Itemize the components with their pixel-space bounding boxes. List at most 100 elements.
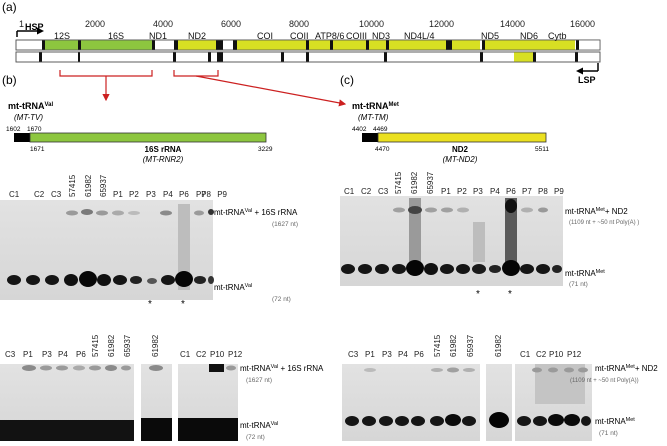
lane-label: 57415 — [394, 171, 403, 194]
lane-labels-b1: C1 C2 C3 57415 61982 65937 P1 P2 P3 P4 P… — [9, 174, 228, 199]
c-header: mt-tRNAMet (MT-TM) 4402 4469 4470 5511 N… — [352, 101, 549, 164]
lane-label: C2 — [196, 350, 207, 359]
lane-label: C1 — [520, 350, 531, 359]
lane-label: P3 — [473, 187, 483, 196]
lane-label: 57415 — [68, 174, 77, 197]
c-pos-4402: 4402 — [352, 126, 367, 133]
lane-label: 65937 — [123, 334, 132, 357]
b1-upper-suffix: + 16S rRNA — [252, 208, 298, 217]
lane-label: P9 — [554, 187, 564, 196]
svg-text:mt-tRNAMet: mt-tRNAMet — [352, 101, 399, 111]
c-pos-4469: 4469 — [373, 126, 388, 133]
lane-label: P10 — [210, 350, 225, 359]
light-strand — [15, 51, 601, 63]
tick-12000: 12000 — [429, 19, 454, 29]
lane-label: P3 — [382, 350, 392, 359]
genome-ticks: 1 2000 4000 6000 8000 10000 12000 14000 … — [19, 19, 595, 29]
gene-atp86: ATP8/6 — [315, 31, 344, 41]
c2-upper-sup: Met — [626, 364, 636, 370]
b-trna-label: mt-tRNA — [8, 101, 45, 111]
lane-label: P1 — [113, 190, 123, 199]
b-trna-gene: (MT-TV) — [14, 113, 43, 122]
lane-label: P7 — [522, 187, 532, 196]
c-trna-bar — [362, 133, 378, 142]
lane-label: P3 — [146, 190, 156, 199]
b-pos-1670: 1670 — [27, 126, 42, 133]
lane-label: C3 — [51, 190, 62, 199]
lane-label: P1 — [23, 350, 33, 359]
b-pos-3229: 3229 — [258, 146, 273, 153]
lane-label: 61982 — [449, 334, 458, 357]
gene-12s: 12S — [54, 31, 70, 41]
svg-text:mt-tRNAMet+ ND2: mt-tRNAMet+ ND2 — [595, 364, 658, 373]
c-nd2-bar — [377, 132, 547, 143]
gene-nd2: ND2 — [188, 31, 206, 41]
panel-label-a: (a) — [2, 0, 17, 14]
b2-upper-size: (1627 nt) — [246, 377, 272, 384]
svg-text:mt-tRNAVal: mt-tRNAVal — [240, 421, 278, 430]
b1-upper-label: mt-tRNA — [214, 208, 245, 217]
c-trna-sup: Met — [389, 102, 399, 108]
lane-label: P7 — [196, 190, 206, 199]
gene-cytb: Cytb — [548, 31, 567, 41]
asterisk-c1-p6: * — [508, 289, 512, 300]
gene-coii: COII — [290, 31, 309, 41]
tick-6000: 6000 — [221, 19, 241, 29]
tick-10000: 10000 — [359, 19, 384, 29]
lane-label: P6 — [179, 190, 189, 199]
lane-labels-c2: C3 P1 P3 P4 P6 57415 61982 65937 61982 C… — [348, 334, 582, 359]
lane-label: 61982 — [494, 334, 503, 357]
lane-label: P4 — [398, 350, 408, 359]
lane-label: C2 — [361, 187, 372, 196]
c2-upper-size: (1109 nt + ~50 nt Poly(A)) — [570, 378, 639, 384]
lane-label: P6 — [506, 187, 516, 196]
asterisk-c1-p3: * — [476, 289, 480, 300]
lane-label: P12 — [567, 350, 582, 359]
bands-c1 — [341, 198, 562, 276]
blot-c2: C3 P1 P3 P4 P6 57415 61982 65937 61982 C… — [342, 334, 658, 441]
c2-upper-suffix: + ND2 — [635, 364, 658, 373]
b1-upper-size: (1627 nt) — [272, 221, 298, 228]
lane-label: P6 — [76, 350, 86, 359]
bands-b1 — [7, 204, 214, 290]
b-rrna-gene: (MT-RNR2) — [143, 155, 184, 164]
gel-c2-a — [342, 364, 480, 441]
lane-label: P10 — [549, 350, 564, 359]
tick-1: 1 — [19, 19, 24, 29]
b2-upper-sup: Val — [271, 364, 279, 370]
svg-text:mt-tRNAVal + 16S rRNA: mt-tRNAVal + 16S rRNA — [214, 208, 298, 217]
c1-upper-sup: Met — [596, 207, 606, 213]
tick-14000: 14000 — [500, 19, 525, 29]
svg-text:mt-tRNAMet: mt-tRNAMet — [565, 269, 605, 278]
b-rrna-label: 16S rRNA — [145, 145, 182, 154]
svg-text:mt-tRNAVal: mt-tRNAVal — [214, 283, 252, 292]
c2-upper-label: mt-tRNA — [595, 364, 626, 373]
svg-text:mt-tRNAMet: mt-tRNAMet — [595, 417, 635, 426]
c1-lower-label: mt-tRNA — [565, 269, 596, 278]
b-header: mt-tRNAVal (MT-TV) 1602 1670 1671 3229 1… — [6, 101, 273, 164]
c2-lower-label: mt-tRNA — [595, 417, 626, 426]
c-nd2-label: ND2 — [452, 145, 469, 154]
b-trna-sup: Val — [45, 102, 54, 108]
gene-labels: 12S 16S ND1 ND2 COI COII ATP8/6 COIII ND… — [54, 31, 567, 41]
lane-label: P1 — [441, 187, 451, 196]
gene-nd1: ND1 — [149, 31, 167, 41]
lane-label: C1 — [9, 190, 20, 199]
lane-label: C3 — [348, 350, 359, 359]
hsp-label: HSP — [25, 22, 44, 32]
lane-label: P4 — [163, 190, 173, 199]
lsp-label: LSP — [578, 75, 596, 85]
b2-lower-sup: Val — [271, 421, 279, 427]
lane-label: 65937 — [426, 171, 435, 194]
tick-8000: 8000 — [289, 19, 309, 29]
b1-lower-sup: Val — [245, 283, 253, 289]
asterisk-b1-p3: * — [148, 299, 152, 310]
lane-label: 65937 — [466, 334, 475, 357]
svg-text:mt-tRNAMet+ ND2: mt-tRNAMet+ ND2 — [565, 207, 628, 216]
asterisk-b1-p6: * — [181, 299, 185, 310]
lane-label: P4 — [58, 350, 68, 359]
gene-coiii: COIII — [346, 31, 367, 41]
b1-lower-label: mt-tRNA — [214, 283, 245, 292]
lane-labels-c1: C1 C2 C3 57415 61982 65937 P1 P2 P3 P4 P… — [344, 171, 564, 196]
